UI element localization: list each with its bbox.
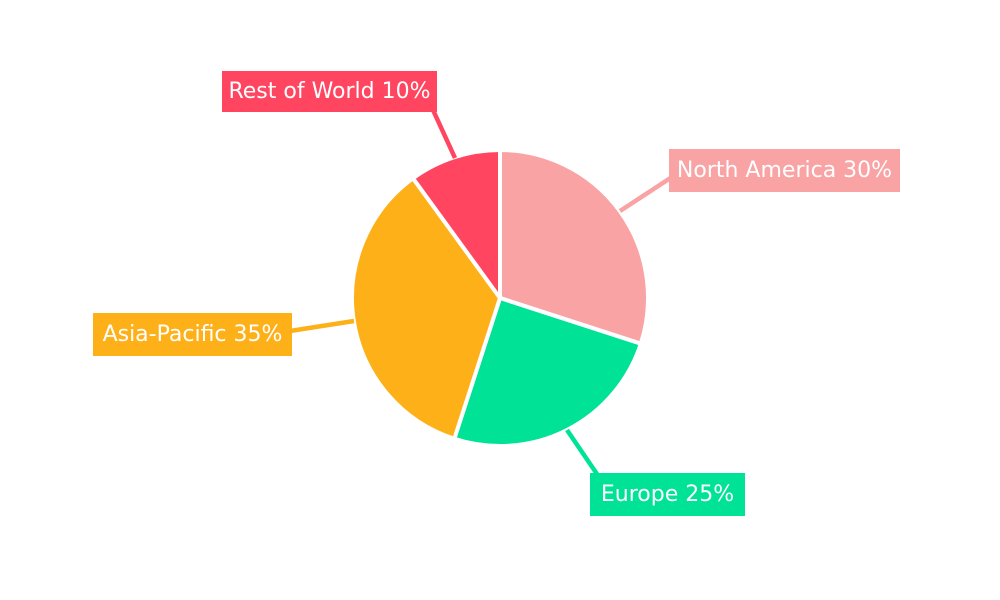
callout-label-europe: Europe 25%	[590, 473, 745, 516]
leader-line-rest-of-world	[430, 109, 458, 159]
pie-slice-europe[interactable]	[452, 296, 643, 448]
callout-label-asia-pacific: Asia-Pacific 35%	[93, 313, 292, 356]
leader-lines	[289, 109, 674, 479]
leader-line-north-america	[618, 175, 674, 213]
pie-slice-north-america[interactable]	[498, 148, 650, 346]
leader-line-europe	[565, 428, 601, 479]
callout-label-north-america: North America 30%	[669, 149, 900, 192]
pie-slices	[350, 148, 650, 448]
leader-line-asia-pacific	[289, 318, 355, 334]
callout-label-rest-of-world: Rest of World 10%	[222, 71, 437, 112]
